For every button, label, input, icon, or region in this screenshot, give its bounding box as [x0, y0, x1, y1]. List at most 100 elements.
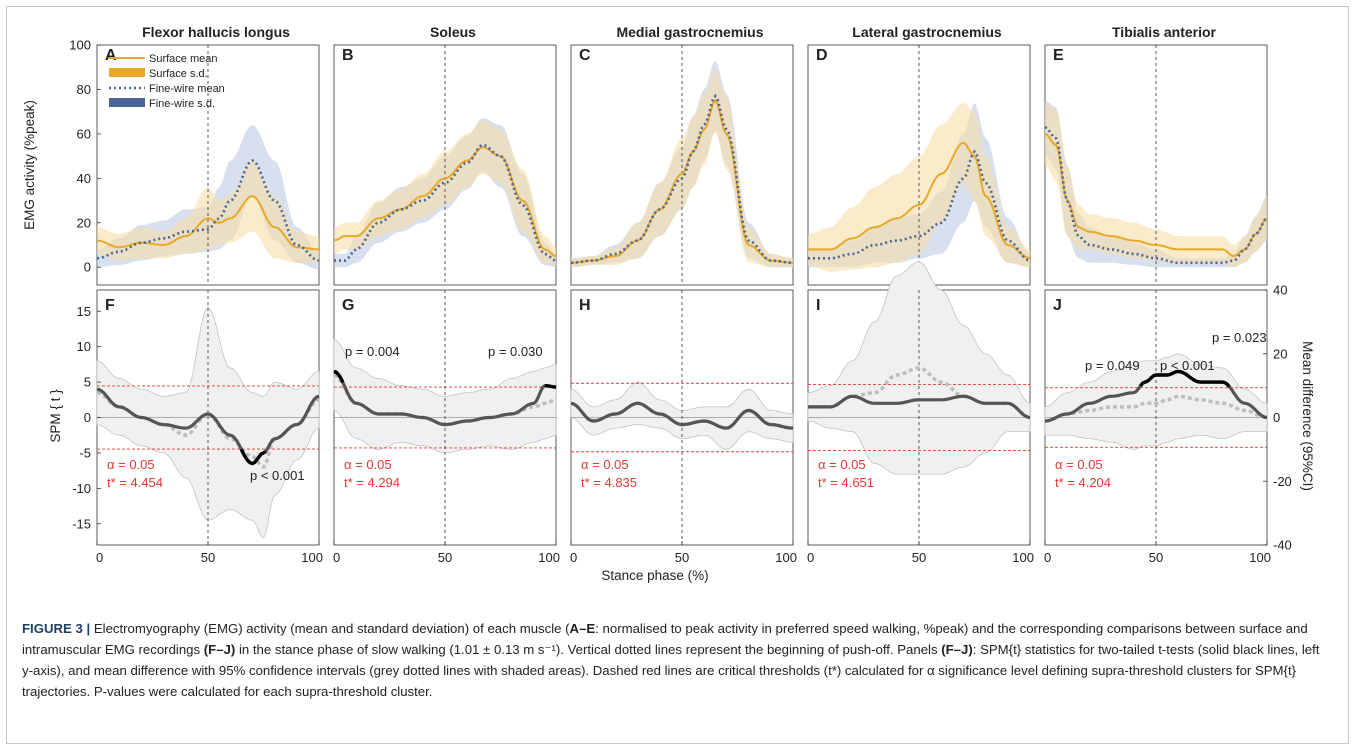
finewire-mean-line [808, 149, 1031, 262]
x-tick-label: 100 [1012, 550, 1034, 565]
right-tick-label: -40 [1273, 538, 1292, 553]
caption-part: (F–J) [941, 642, 973, 657]
x-tick-label: 0 [807, 550, 814, 565]
alpha-label: α = 0.05 [818, 457, 866, 472]
y-tick-label: 5 [84, 375, 91, 390]
p-value-label: p = 0.049 [1085, 358, 1140, 373]
panel-letter: A [105, 47, 117, 64]
ci-band [333, 339, 557, 454]
legend-swatch-surface-sd [109, 68, 145, 77]
mean-difference-line [808, 366, 1031, 420]
panel-title: Lateral gastrocnemius [852, 24, 1002, 40]
y-tick-label: -15 [72, 516, 91, 531]
surface-sd-band [571, 69, 793, 268]
alpha-label: α = 0.05 [1055, 457, 1103, 472]
panel-title: Soleus [430, 24, 476, 40]
legend-label: Surface s.d. [149, 68, 208, 80]
caption-body: Electromyography (EMG) activity (mean an… [22, 621, 1319, 699]
y-axis-label-top: EMG activity (%peak) [22, 100, 37, 230]
caption-lead: FIGURE 3 | [22, 621, 91, 636]
surface-mean-line [570, 98, 794, 264]
supra-threshold-cluster [544, 383, 557, 389]
caption-part: : SPM{t} statistics for two-tailed t-tes… [22, 642, 1320, 699]
p-value-label: p = 0.030 [488, 344, 543, 359]
y-tick-label: 0 [84, 260, 91, 275]
y-tick-label: 40 [77, 171, 91, 186]
x-tick-label: 0 [1044, 550, 1051, 565]
y-axis-label-bottom-right: Mean difference (95%CI) [1300, 341, 1315, 491]
y-tick-label: 15 [77, 304, 91, 319]
panel-letter: C [579, 47, 591, 64]
mean-difference-line [1044, 394, 1268, 423]
right-tick-label: -20 [1273, 474, 1292, 489]
x-axis-label: Stance phase (%) [601, 568, 708, 583]
x-tick-label: 100 [538, 550, 560, 565]
t-star-label: t* = 4.294 [344, 475, 400, 490]
caption-part: (F–J) [203, 642, 236, 657]
right-tick-label: 20 [1273, 346, 1287, 361]
panel-letter: G [342, 297, 354, 314]
spm-line [96, 387, 320, 466]
y-tick-label: -10 [72, 481, 91, 496]
x-tick-label: 0 [570, 550, 577, 565]
panel-title: Medial gastrocnemius [616, 24, 763, 40]
panel-title: Flexor hallucis longus [142, 24, 290, 40]
legend-label: Fine-wire s.d. [149, 98, 215, 110]
surface-sd-band [808, 102, 1030, 272]
p-value-label: p = 0.004 [345, 344, 400, 359]
finewire-mean-line [96, 159, 320, 262]
y-tick-label: 0 [84, 410, 91, 425]
t-star-label: t* = 4.835 [581, 475, 637, 490]
t-star-label: t* = 4.204 [1055, 475, 1111, 490]
figure-plot: Flexor hallucis longus A Soleus B Medial gas… [22, 24, 1315, 583]
y-tick-label: 60 [77, 126, 91, 141]
supra-threshold-cluster [333, 369, 345, 384]
x-tick-label: 50 [675, 550, 689, 565]
spm-line [808, 394, 1031, 420]
y-tick-label: 20 [77, 215, 91, 230]
surface-sd-band [1045, 102, 1267, 268]
panel-letter: H [579, 297, 591, 314]
y-axis-label-bottom-left: SPM { t } [48, 389, 63, 443]
x-tick-label: 50 [912, 550, 926, 565]
caption-part: in the stance phase of slow walking (1.0… [235, 642, 942, 657]
x-tick-label: 0 [333, 550, 340, 565]
surface-mean-line [808, 141, 1031, 260]
x-tick-label: 100 [1249, 550, 1271, 565]
supra-threshold-cluster [239, 448, 267, 466]
x-tick-label: 50 [201, 550, 215, 565]
legend-swatch-finewire-sd [109, 98, 145, 107]
y-tick-label: 10 [77, 339, 91, 354]
legend-label: Fine-wire mean [149, 83, 225, 95]
caption-part: : normalised to peak activity in preferr… [22, 621, 1308, 657]
right-tick-label: 40 [1273, 283, 1287, 298]
spm-line [570, 401, 794, 430]
caption-part: Electromyography (EMG) activity (mean an… [90, 621, 570, 636]
alpha-label: α = 0.05 [107, 457, 155, 472]
caption-part: A–E [569, 621, 596, 636]
supra-threshold-cluster [1139, 369, 1231, 388]
panel-letter: I [816, 297, 820, 314]
figure-caption: FIGURE 3 | Electromyography (EMG) activi… [22, 618, 1332, 702]
panel-title: Tibialis anterior [1112, 24, 1217, 40]
x-tick-label: 100 [301, 550, 323, 565]
surface-mean-line [1044, 132, 1268, 258]
finewire-mean-line [570, 93, 794, 265]
t-star-label: t* = 4.651 [818, 475, 874, 490]
legend-label: Surface mean [149, 53, 217, 65]
x-tick-label: 100 [775, 550, 797, 565]
right-tick-label: 0 [1273, 410, 1280, 425]
x-tick-label: 0 [96, 550, 103, 565]
surface-mean-line [333, 146, 557, 258]
t-star-label: t* = 4.454 [107, 475, 163, 490]
finewire-mean-line [1044, 126, 1268, 265]
panel-letter: J [1053, 297, 1062, 314]
y-tick-label: -5 [79, 445, 91, 460]
alpha-label: α = 0.05 [344, 457, 392, 472]
y-tick-label: 80 [77, 82, 91, 97]
spm-line [333, 369, 557, 427]
panel-letter: D [816, 47, 828, 64]
alpha-label: α = 0.05 [581, 457, 629, 472]
x-tick-label: 50 [438, 550, 452, 565]
p-value-label: p = 0.023 [1212, 330, 1267, 345]
